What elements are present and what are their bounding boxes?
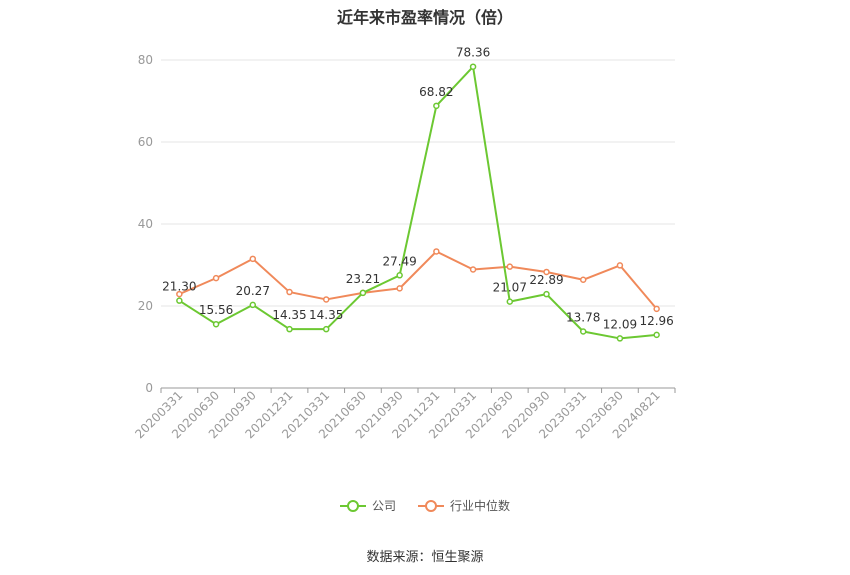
y-tick-label: 60 (138, 135, 153, 149)
company-point (212, 320, 220, 328)
company-data-label: 14.35 (309, 308, 343, 322)
legend-industry-marker-icon (418, 499, 444, 513)
grid-lines (161, 59, 675, 307)
industry-median-point (653, 305, 660, 313)
company-data-label: 21.30 (162, 280, 196, 294)
industry-median-point (396, 285, 403, 292)
company-line (178, 65, 657, 340)
axes: 0204060802020033120200630202009302020123… (132, 53, 676, 441)
industry-median-point (506, 263, 514, 270)
company-data-label: 13.78 (566, 311, 600, 325)
company-point (286, 325, 293, 333)
legend-company-label: 公司 (371, 499, 396, 513)
company-data-label: 21.07 (493, 281, 527, 295)
company-point (433, 102, 440, 110)
company-data-label: 14.35 (272, 308, 306, 322)
company-data-label: 22.89 (529, 273, 563, 287)
company-point (579, 328, 587, 335)
chart-title: 近年来市盈率情况（倍） (336, 8, 513, 27)
y-tick-label: 0 (145, 381, 153, 395)
company-data-label: 27.49 (382, 254, 416, 268)
industry-median-point (249, 255, 257, 263)
company-point (359, 289, 367, 297)
legend-item-company[interactable]: 公司 (339, 497, 396, 514)
industry-median-point (286, 288, 293, 296)
industry-median-point (469, 266, 477, 273)
company-point (322, 325, 330, 333)
legend-item-industry-median[interactable]: 行业中位数 (418, 497, 510, 514)
data-source: 数据来源：恒生聚源 (366, 550, 484, 565)
company-point (543, 290, 550, 298)
legend-company-marker-icon (339, 499, 366, 513)
company-data-label: 12.09 (603, 317, 637, 331)
company-data-label: 78.36 (456, 46, 490, 60)
industry-median-point (212, 274, 220, 282)
company-point (396, 272, 403, 279)
company-data-label: 15.56 (199, 303, 233, 317)
y-tick-label: 20 (138, 299, 153, 313)
y-tick-label: 40 (138, 217, 153, 231)
company-point (616, 335, 624, 342)
industry-median-point (616, 262, 624, 269)
legend: 公司 行业中位数 (0, 497, 850, 514)
company-data-label: 20.27 (236, 284, 270, 298)
company-data-label: 12.96 (639, 314, 673, 328)
industry-median-point (579, 276, 587, 284)
y-tick-label: 80 (138, 53, 153, 67)
company-data-label: 23.21 (346, 272, 380, 286)
industry-median-point (322, 296, 330, 303)
company-point (506, 298, 514, 305)
industry-median-point (543, 268, 550, 276)
industry-median-point (176, 290, 183, 298)
series (176, 63, 660, 342)
industry-median-point (433, 248, 440, 255)
company-point (469, 63, 477, 70)
industry-median-line (178, 250, 658, 310)
company-data-label: 68.82 (419, 85, 453, 99)
company-point (653, 331, 660, 339)
company-point (249, 301, 257, 309)
company-point (176, 297, 183, 304)
legend-industry-label: 行业中位数 (450, 499, 511, 513)
